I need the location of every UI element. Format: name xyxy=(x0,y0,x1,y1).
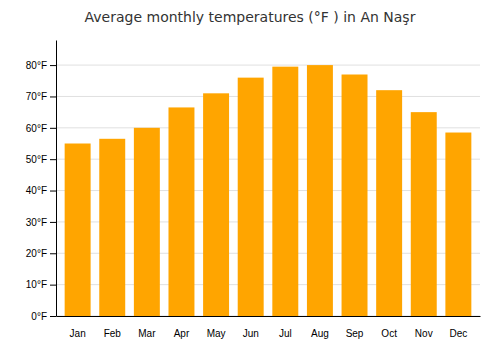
y-tick: 10°F xyxy=(26,279,56,290)
x-tick-label: Aug xyxy=(311,328,329,339)
y-tick: 50°F xyxy=(26,154,56,165)
y-axis-line xyxy=(56,41,57,317)
y-tick-mark xyxy=(50,96,56,97)
y-tick-label: 30°F xyxy=(26,217,47,228)
y-tick-mark xyxy=(50,316,56,317)
x-tick: Sep xyxy=(346,328,364,339)
y-axis: 0°F 10°F 20°F 30°F 40°F 50°F 60°F 70°F 80°F xyxy=(26,41,57,322)
x-tick-label: Sep xyxy=(346,328,364,339)
x-axis-line xyxy=(57,316,481,317)
x-tick-label: Apr xyxy=(174,328,190,339)
y-tick-mark xyxy=(50,222,56,223)
x-tick: Jun xyxy=(243,328,259,339)
bars xyxy=(65,65,472,316)
y-tick: 40°F xyxy=(26,185,56,196)
x-tick-label: Dec xyxy=(449,328,467,339)
bar xyxy=(99,139,125,316)
plot: 0°F 10°F 20°F 30°F 40°F 50°F 60°F 70°F 80°F Jan Fe… xyxy=(26,41,481,340)
bar xyxy=(376,90,402,316)
chart-container: 0°F 10°F 20°F 30°F 40°F 50°F 60°F 70°F 80°F Jan Fe… xyxy=(0,0,500,350)
x-tick: Nov xyxy=(415,328,433,339)
y-tick: 60°F xyxy=(26,123,56,134)
x-tick-label: May xyxy=(207,328,226,339)
y-tick-label: 70°F xyxy=(26,91,47,102)
x-tick-label: Oct xyxy=(381,328,397,339)
y-tick: 0°F xyxy=(31,311,56,322)
x-tick-label: Jul xyxy=(279,328,292,339)
x-axis: Jan Feb Mar Apr May Jun Jul Aug Sep Oct Nov Dec xyxy=(57,317,481,340)
y-tick: 20°F xyxy=(26,248,56,259)
x-tick: May xyxy=(207,328,226,339)
chart: 0°F 10°F 20°F 30°F 40°F 50°F 60°F 70°F 80°F Jan Fe… xyxy=(0,0,500,350)
bar xyxy=(445,133,471,316)
x-tick-label: Jun xyxy=(243,328,259,339)
y-tick-mark xyxy=(50,159,56,160)
y-tick: 70°F xyxy=(26,91,56,102)
x-tick: Feb xyxy=(104,328,122,339)
bar xyxy=(168,107,194,316)
x-tick: Dec xyxy=(449,328,467,339)
y-tick-mark xyxy=(50,65,56,66)
y-tick-mark xyxy=(50,128,56,129)
x-tick-label: Nov xyxy=(415,328,433,339)
y-tick-mark xyxy=(50,191,56,192)
x-tick: Jan xyxy=(70,328,86,339)
y-tick: 80°F xyxy=(26,60,56,71)
y-tick-label: 60°F xyxy=(26,123,47,134)
y-tick-label: 20°F xyxy=(26,248,47,259)
y-tick-label: 10°F xyxy=(26,279,47,290)
grid xyxy=(56,65,480,316)
bar xyxy=(65,144,91,317)
title: Average monthly temperatures (°F ) in An… xyxy=(85,9,416,25)
y-tick: 30°F xyxy=(26,217,56,228)
y-tick-mark xyxy=(50,285,56,286)
x-tick: Aug xyxy=(311,328,329,339)
y-tick-label: 40°F xyxy=(26,185,47,196)
y-tick-label: 0°F xyxy=(31,311,47,322)
bar xyxy=(342,75,368,317)
bar xyxy=(134,128,160,316)
y-tick-label: 50°F xyxy=(26,154,47,165)
grid-line xyxy=(56,96,480,97)
x-tick: Jul xyxy=(279,328,292,339)
x-tick: Mar xyxy=(138,328,156,339)
bar xyxy=(272,67,298,316)
x-tick-label: Feb xyxy=(104,328,122,339)
bar xyxy=(203,93,229,316)
x-tick: Apr xyxy=(174,328,190,339)
bar xyxy=(307,65,333,316)
x-tick-label: Mar xyxy=(138,328,156,339)
y-tick-mark xyxy=(50,253,56,254)
x-tick: Oct xyxy=(381,328,397,339)
x-tick-label: Jan xyxy=(70,328,86,339)
grid-line xyxy=(56,65,480,66)
bar xyxy=(411,112,437,316)
y-tick-label: 80°F xyxy=(26,60,47,71)
bar xyxy=(238,78,264,316)
